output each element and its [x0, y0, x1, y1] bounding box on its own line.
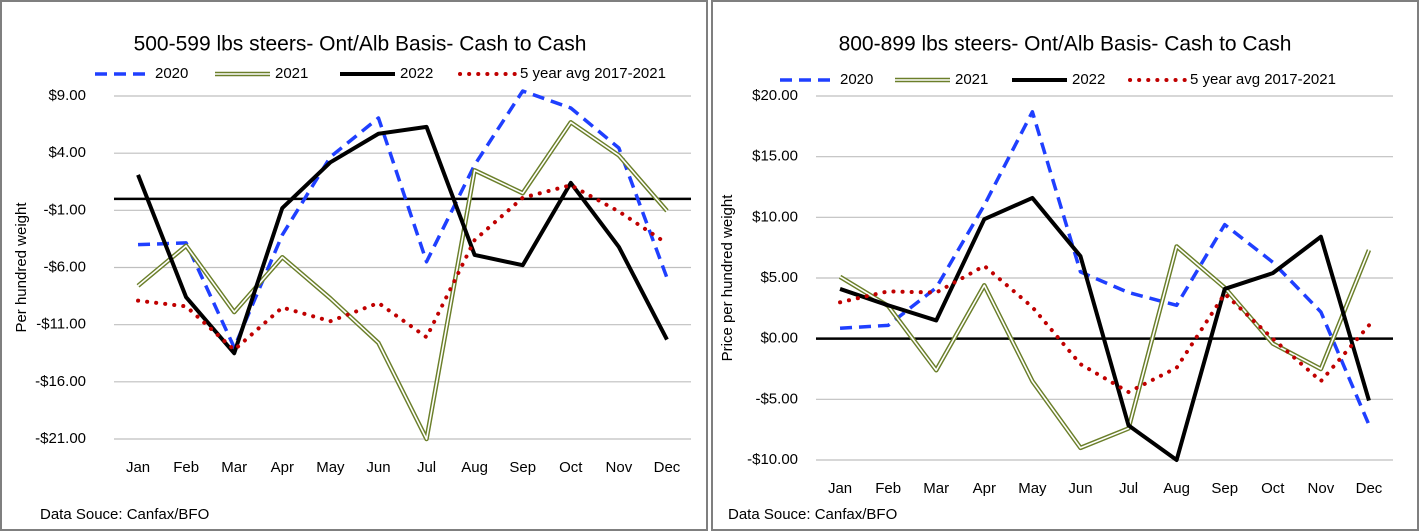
series-line [838, 263, 1371, 395]
legend-label: 2021 [955, 71, 988, 88]
x-tick-label: Jun [366, 459, 390, 476]
x-tick-label: Sep [1211, 480, 1238, 497]
legend-label: 5 year avg 2017-2021 [1190, 71, 1336, 88]
legend-label: 2020 [840, 71, 873, 88]
y-tick-label: $20.00 [752, 87, 798, 104]
x-tick-label: Nov [1308, 480, 1335, 497]
source-note: Data Souce: Canfax/BFO [40, 506, 209, 523]
legend-label: 5 year avg 2017-2021 [520, 65, 666, 82]
y-tick-label: -$5.00 [755, 390, 798, 407]
x-tick-label: Jan [126, 459, 150, 476]
x-tick-label: Jul [1119, 480, 1138, 497]
y-tick-label: $9.00 [48, 87, 86, 104]
chart-title: 500-599 lbs steers- Ont/Alb Basis- Cash … [134, 33, 587, 56]
x-tick-label: Oct [559, 459, 583, 476]
x-tick-label: Jul [417, 459, 436, 476]
y-tick-label: -$16.00 [35, 373, 86, 390]
series-line [136, 183, 669, 352]
x-tick-label: Mar [923, 480, 949, 497]
panel-border [711, 0, 1419, 531]
y-tick-label: -$21.00 [35, 430, 86, 447]
x-tick-label: Oct [1261, 480, 1285, 497]
y-tick-label: -$11.00 [36, 316, 86, 333]
y-axis-label: Price per hundred weight [719, 194, 736, 362]
chart-title: 800-899 lbs steers- Ont/Alb Basis- Cash … [839, 33, 1292, 56]
y-tick-label: $5.00 [760, 269, 798, 286]
series-line [839, 110, 1371, 426]
series-line [137, 89, 669, 350]
legend-label: 2021 [275, 65, 308, 82]
x-tick-label: Apr [973, 480, 996, 497]
y-tick-label: $10.00 [752, 208, 798, 225]
y-tick-label: $15.00 [752, 148, 798, 165]
x-tick-label: Jan [828, 480, 852, 497]
y-tick-label: $0.00 [760, 330, 798, 347]
x-tick-label: Dec [654, 459, 681, 476]
x-tick-label: Feb [875, 480, 901, 497]
x-tick-label: Jun [1068, 480, 1092, 497]
y-tick-label: $4.00 [48, 144, 86, 161]
panel-border [0, 0, 708, 531]
x-tick-label: Aug [1163, 480, 1190, 497]
legend-label: 2020 [155, 65, 188, 82]
series-line [136, 124, 669, 356]
y-tick-label: -$6.00 [43, 258, 86, 275]
y-tick-label: -$1.00 [43, 201, 86, 218]
x-tick-label: Feb [173, 459, 199, 476]
x-tick-label: Aug [461, 459, 488, 476]
y-axis-label: Per hundred weight [13, 202, 30, 333]
line-inner [839, 245, 1370, 449]
legend-label: 2022 [1072, 71, 1105, 88]
line-inner [137, 121, 668, 440]
x-tick-label: May [316, 459, 345, 476]
y-tick-label: -$10.00 [747, 451, 798, 468]
x-tick-label: Sep [509, 459, 536, 476]
x-tick-label: Mar [221, 459, 247, 476]
x-tick-label: Dec [1356, 480, 1383, 497]
x-tick-label: May [1018, 480, 1047, 497]
source-note: Data Souce: Canfax/BFO [728, 506, 897, 523]
x-tick-label: Apr [271, 459, 294, 476]
legend-label: 2022 [400, 65, 433, 82]
x-tick-label: Nov [606, 459, 633, 476]
series-line [839, 195, 1371, 462]
